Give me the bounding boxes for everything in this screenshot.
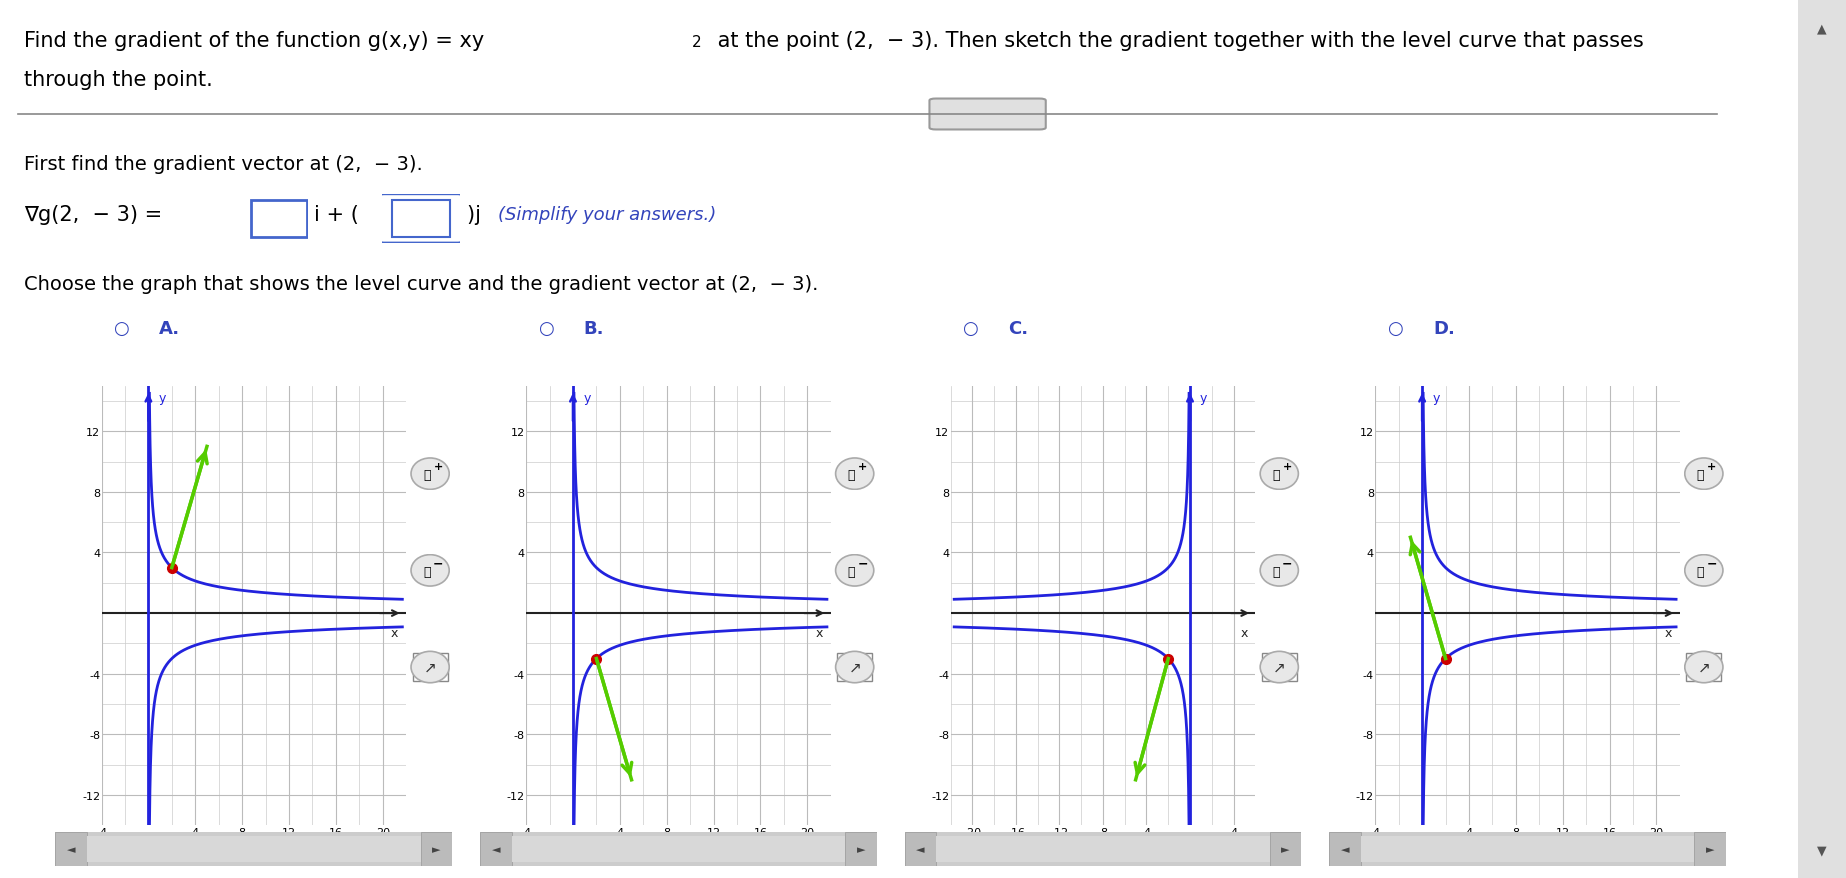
Text: 🔍: 🔍 — [1696, 468, 1704, 481]
Circle shape — [412, 458, 449, 490]
FancyBboxPatch shape — [1329, 832, 1361, 866]
FancyBboxPatch shape — [380, 195, 462, 244]
FancyBboxPatch shape — [251, 201, 306, 238]
FancyBboxPatch shape — [55, 832, 452, 866]
Circle shape — [1261, 555, 1298, 587]
Text: +: + — [1708, 462, 1717, 471]
Text: .....: ..... — [977, 108, 999, 122]
Circle shape — [836, 458, 873, 490]
FancyBboxPatch shape — [1270, 832, 1301, 866]
Text: −: − — [434, 557, 443, 570]
Text: ○: ○ — [113, 320, 129, 338]
Text: ○: ○ — [962, 320, 978, 338]
FancyBboxPatch shape — [905, 832, 1301, 866]
Text: −: − — [1283, 557, 1292, 570]
FancyBboxPatch shape — [55, 832, 87, 866]
Text: y: y — [159, 392, 166, 405]
Text: ►: ► — [1281, 844, 1290, 854]
Text: x: x — [1665, 626, 1672, 639]
Text: ▲: ▲ — [1816, 22, 1828, 35]
Text: +: + — [858, 462, 868, 471]
Text: 🔍: 🔍 — [847, 565, 855, 578]
Text: through the point.: through the point. — [24, 70, 212, 90]
Circle shape — [1685, 555, 1722, 587]
Text: ↗: ↗ — [849, 659, 860, 675]
Circle shape — [1261, 651, 1298, 683]
Text: D.: D. — [1432, 320, 1455, 338]
Text: x: x — [816, 626, 823, 639]
Text: 🔍: 🔍 — [423, 565, 430, 578]
Text: ◄: ◄ — [1340, 844, 1349, 854]
Text: −: − — [858, 557, 868, 570]
Text: −: − — [1708, 557, 1717, 570]
Circle shape — [1685, 651, 1722, 683]
Text: )j: )j — [467, 205, 487, 225]
Text: ○: ○ — [537, 320, 554, 338]
FancyBboxPatch shape — [845, 832, 877, 866]
Text: First find the gradient vector at (2,  − 3).: First find the gradient vector at (2, − … — [24, 155, 423, 174]
Circle shape — [836, 651, 873, 683]
Text: ↗: ↗ — [1698, 659, 1709, 675]
FancyBboxPatch shape — [929, 99, 1045, 130]
Text: ↗: ↗ — [1274, 659, 1285, 675]
Text: ↗: ↗ — [425, 659, 436, 675]
Text: +: + — [434, 462, 443, 471]
Text: ►: ► — [1706, 844, 1715, 854]
Text: (Simplify your answers.): (Simplify your answers.) — [498, 205, 716, 224]
Text: at the point (2,  − 3). Then sketch the gradient together with the level curve t: at the point (2, − 3). Then sketch the g… — [711, 31, 1643, 51]
Text: ▼: ▼ — [1816, 843, 1828, 856]
Circle shape — [1261, 458, 1298, 490]
FancyBboxPatch shape — [511, 836, 845, 862]
Text: y: y — [1200, 392, 1207, 405]
Text: ◄: ◄ — [491, 844, 500, 854]
Text: x: x — [391, 626, 399, 639]
FancyBboxPatch shape — [1329, 832, 1726, 866]
Text: y: y — [583, 392, 591, 405]
Text: +: + — [1283, 462, 1292, 471]
FancyBboxPatch shape — [480, 832, 511, 866]
Text: ○: ○ — [1386, 320, 1403, 338]
Text: C.: C. — [1008, 320, 1028, 338]
Text: x: x — [1241, 626, 1248, 639]
FancyBboxPatch shape — [936, 836, 1270, 862]
Circle shape — [412, 555, 449, 587]
FancyBboxPatch shape — [391, 201, 450, 237]
FancyBboxPatch shape — [1798, 0, 1846, 878]
Text: 2: 2 — [692, 35, 701, 50]
Text: ►: ► — [432, 844, 441, 854]
FancyBboxPatch shape — [480, 832, 877, 866]
Text: ►: ► — [857, 844, 866, 854]
Text: 🔍: 🔍 — [1696, 565, 1704, 578]
Circle shape — [836, 555, 873, 587]
FancyBboxPatch shape — [905, 832, 936, 866]
FancyBboxPatch shape — [1695, 832, 1726, 866]
Text: 🔍: 🔍 — [1272, 565, 1279, 578]
Text: 🔍: 🔍 — [847, 468, 855, 481]
Text: A.: A. — [159, 320, 181, 338]
FancyBboxPatch shape — [87, 836, 421, 862]
Text: ∇g(2,  − 3) =: ∇g(2, − 3) = — [24, 205, 168, 225]
Text: ◄: ◄ — [916, 844, 925, 854]
FancyBboxPatch shape — [1361, 836, 1695, 862]
Circle shape — [412, 651, 449, 683]
Text: ◄: ◄ — [66, 844, 76, 854]
Text: Find the gradient of the function g(x,y) = xy: Find the gradient of the function g(x,y)… — [24, 31, 484, 51]
Text: B.: B. — [583, 320, 604, 338]
Text: y: y — [1432, 392, 1440, 405]
Text: 🔍: 🔍 — [423, 468, 430, 481]
Text: i + (: i + ( — [314, 205, 358, 225]
Text: Choose the graph that shows the level curve and the gradient vector at (2,  − 3): Choose the graph that shows the level cu… — [24, 275, 818, 293]
FancyBboxPatch shape — [421, 832, 452, 866]
Circle shape — [1685, 458, 1722, 490]
Text: 🔍: 🔍 — [1272, 468, 1279, 481]
